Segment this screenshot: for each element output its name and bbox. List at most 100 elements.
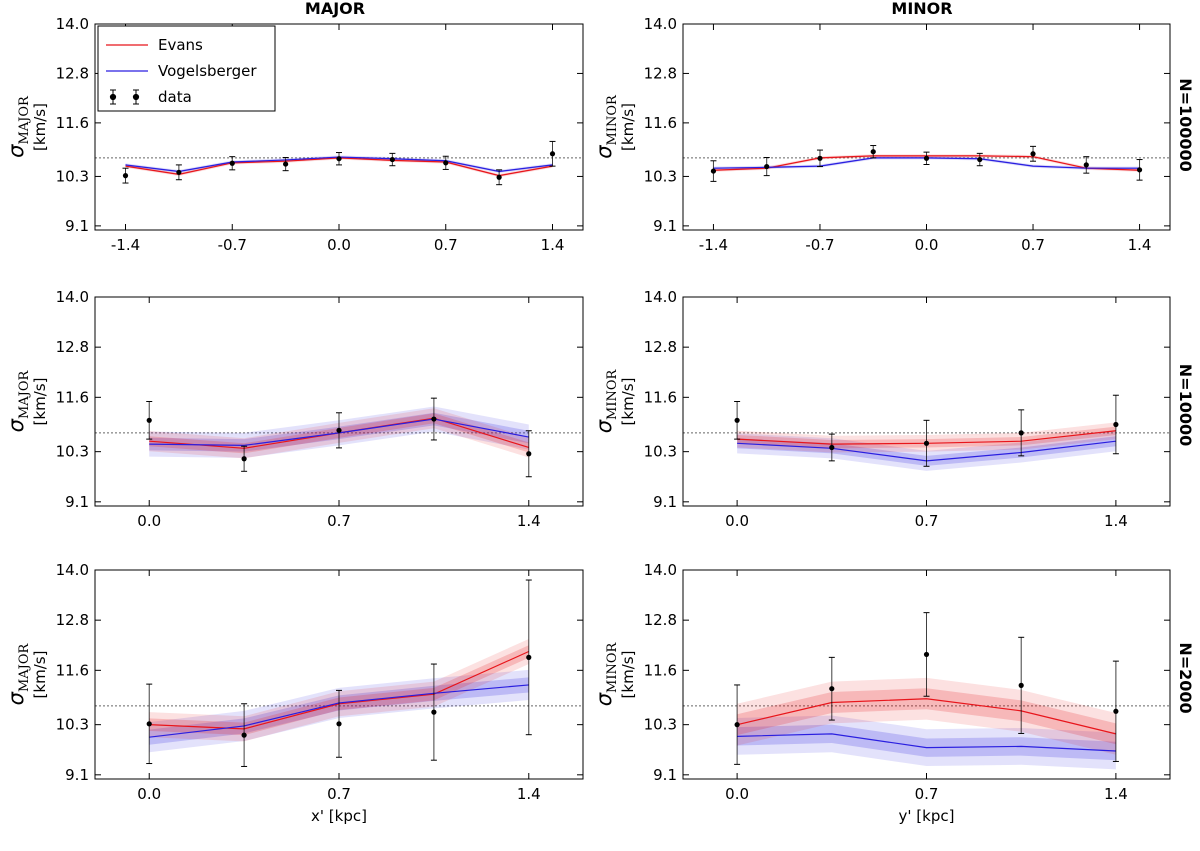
y-axis-subscript: MAJOR <box>17 95 32 145</box>
y-axis-subscript: MAJOR <box>17 642 32 692</box>
data-point <box>146 401 153 440</box>
legend: Evans Vogelsberger data <box>97 25 276 112</box>
y-axis-subscript: MINOR <box>605 642 620 693</box>
y-tick-label: 9.1 <box>653 493 677 511</box>
data-marker <box>176 169 182 175</box>
data-point <box>1112 394 1119 455</box>
data-marker <box>496 174 502 180</box>
data-point <box>430 663 437 761</box>
data-marker <box>146 417 152 423</box>
x-tick-label: 0.0 <box>915 236 939 254</box>
row-label-n10000: N=10000 <box>1176 364 1195 446</box>
y-axis-label: σMAJOR <box>4 369 32 432</box>
data-point <box>734 684 741 765</box>
y-axis-units: [km/s] <box>619 103 637 151</box>
y-tick-label: 14.0 <box>56 288 89 306</box>
x-tick-label: 1.4 <box>1104 512 1128 530</box>
y-tick-label: 10.3 <box>56 167 89 185</box>
x-tick-label: 0.7 <box>434 236 458 254</box>
y-axis-subscript: MAJOR <box>17 369 32 419</box>
data-point <box>1112 660 1119 762</box>
panel-2: 9.1 10.3 11.6 12.8 14.0 0.0 0.7 1.4 σMAJOR [km/s] <box>4 288 584 530</box>
data-marker <box>829 686 835 692</box>
data-point <box>734 401 741 440</box>
panel-frame <box>682 296 1171 507</box>
data-point <box>146 683 153 765</box>
y-tick-label: 14.0 <box>56 15 89 33</box>
data-marker <box>923 155 930 161</box>
y-tick-label: 14.0 <box>644 561 677 579</box>
y-tick-label: 9.1 <box>653 217 677 235</box>
panel-4: 9.1 10.3 11.6 12.8 14.0 0.0 0.7 1.4 σMAJOR [km/s]… <box>4 561 584 825</box>
data-point <box>870 145 877 159</box>
y-axis-sigma: σ <box>592 419 616 433</box>
y-tick-label: 11.6 <box>644 661 677 679</box>
y-tick-label: 12.8 <box>56 64 89 82</box>
data-point <box>241 445 248 472</box>
x-tick-label: 0.7 <box>915 512 939 530</box>
y-tick-label: 11.6 <box>56 388 89 406</box>
data-marker <box>549 151 556 157</box>
y-tick-label: 12.8 <box>644 611 677 629</box>
row-label-n2000: N=2000 <box>1176 642 1195 713</box>
data-marker <box>241 732 247 738</box>
row-label-n100000: N=100000 <box>1176 78 1195 172</box>
data-point <box>336 689 342 758</box>
y-axis-subscript: MINOR <box>605 94 620 145</box>
y-tick-label: 9.1 <box>65 766 89 784</box>
data-point <box>442 155 449 170</box>
x-tick-label: -1.4 <box>699 236 728 254</box>
data-marker <box>443 160 449 166</box>
y-tick-label: 10.3 <box>644 167 677 185</box>
data-marker <box>764 163 770 170</box>
data-point <box>241 703 248 767</box>
y-axis-label: σMAJOR <box>4 95 32 158</box>
data-marker <box>734 722 740 728</box>
data-marker <box>431 709 437 715</box>
data-point <box>282 156 289 172</box>
data-point <box>923 151 930 165</box>
y-tick-label: 9.1 <box>653 766 677 784</box>
data-point <box>816 149 823 168</box>
data-point <box>976 152 983 167</box>
y-axis-label: σMINOR <box>592 94 620 159</box>
data-point <box>1030 145 1037 162</box>
x-tick-label: -0.7 <box>218 236 247 254</box>
y-tick-label: 9.1 <box>65 493 89 511</box>
x-tick-label: 1.4 <box>1128 236 1152 254</box>
x-tick-label: 0.0 <box>137 512 161 530</box>
data-point <box>710 160 717 182</box>
data-marker <box>710 168 717 174</box>
data-marker <box>870 149 876 155</box>
y-axis-units: [km/s] <box>619 651 637 699</box>
y-axis-sigma: σ <box>4 144 28 158</box>
x-tick-label: 1.4 <box>1104 785 1128 803</box>
vogelsberger-line <box>737 733 1116 752</box>
data-marker <box>734 417 740 423</box>
data-marker <box>431 416 437 422</box>
y-axis-units: [km/s] <box>31 651 49 699</box>
y-tick-label: 12.8 <box>56 611 89 629</box>
data-marker <box>389 156 395 163</box>
y-tick-label: 10.3 <box>56 716 89 734</box>
y-axis-label: σMAJOR <box>4 642 32 705</box>
y-axis-subscript: MINOR <box>605 369 620 420</box>
y-tick-label: 10.3 <box>644 716 677 734</box>
evans-line <box>736 698 1117 735</box>
data-point <box>175 164 182 181</box>
data-marker <box>1018 682 1024 688</box>
data-marker <box>923 651 930 658</box>
panel-5: 9.1 10.3 11.6 12.8 14.0 0.0 0.7 1.4 σMINOR [km/s]… <box>592 561 1171 825</box>
data-marker <box>1018 430 1024 436</box>
panels-group: 9.110.311.612.814.0-1.4 -0.7 0.0 0.7 1.4σMAJ… <box>4 15 1171 825</box>
data-marker <box>1113 421 1119 428</box>
legend-vogelsberger-label: Vogelsberger <box>158 62 257 80</box>
y-tick-label: 10.3 <box>56 443 89 461</box>
data-marker <box>526 654 532 660</box>
x-tick-label: 0.0 <box>725 785 749 803</box>
data-point <box>923 612 930 697</box>
data-point <box>549 140 556 167</box>
data-point <box>336 152 342 166</box>
y-axis-sigma: σ <box>592 145 616 159</box>
